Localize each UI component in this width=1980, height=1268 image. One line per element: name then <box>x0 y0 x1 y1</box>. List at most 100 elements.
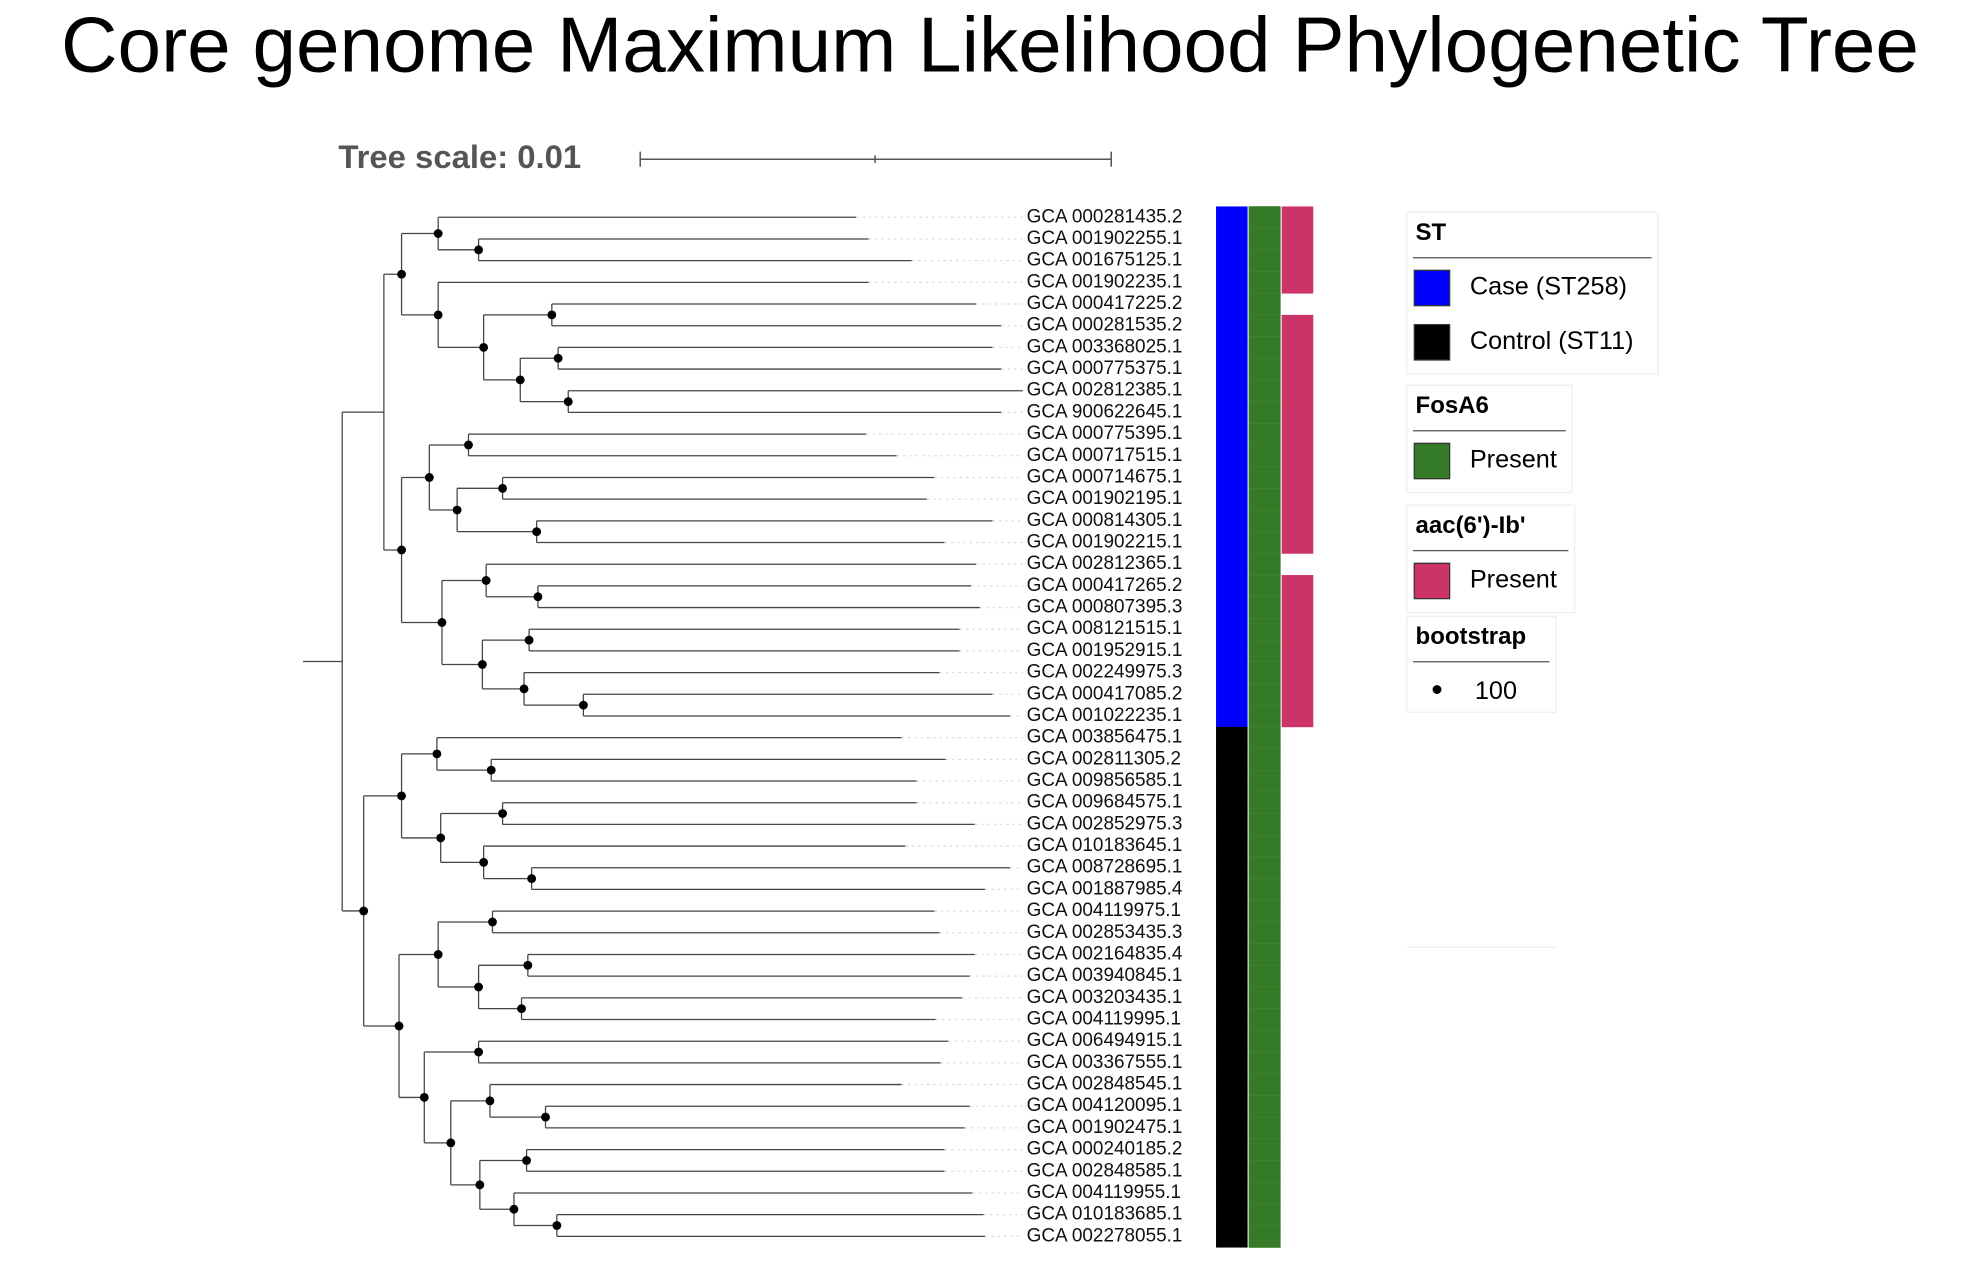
aac-cell <box>1281 683 1314 706</box>
strips <box>1216 206 1314 1248</box>
bootstrap-dots <box>359 229 588 1230</box>
fosa6-cell <box>1248 1203 1281 1227</box>
fosa6-cell <box>1248 965 1281 988</box>
fosa6-cell <box>1248 683 1281 706</box>
leaf-label: GCA 000714675.1 <box>1027 466 1183 487</box>
fosa6-cell <box>1248 336 1281 359</box>
leaf-label: GCA 002812385.1 <box>1027 380 1183 401</box>
st-cell <box>1216 640 1248 663</box>
aac-cell <box>1281 596 1314 619</box>
leaf-label: GCA 000775375.1 <box>1027 358 1183 379</box>
st-cell <box>1216 1225 1248 1248</box>
bootstrap-dot <box>433 229 443 238</box>
st-cell <box>1216 1138 1248 1161</box>
leaf-label: GCA 002848545.1 <box>1027 1074 1183 1095</box>
st-cell <box>1216 206 1248 229</box>
bootstrap-dot <box>547 310 557 320</box>
st-cell <box>1216 271 1248 294</box>
st-cell <box>1216 401 1248 424</box>
leaf-label: GCA 004120095.1 <box>1027 1095 1183 1116</box>
leaf-label: GCA 000417085.2 <box>1027 683 1183 704</box>
st-cell <box>1216 705 1248 728</box>
legend-item: Present <box>1470 446 1557 474</box>
bootstrap-dot <box>397 269 406 279</box>
st-cell <box>1216 249 1248 272</box>
leaf-label: GCA 000281435.2 <box>1027 206 1183 227</box>
aac-cell <box>1281 401 1314 424</box>
bootstrap-dot <box>486 765 496 775</box>
fosa6-cell <box>1248 1181 1281 1205</box>
legend-block: bootstrap 100 <box>1406 615 1557 713</box>
leaf-label: GCA 002249975.3 <box>1027 662 1183 683</box>
legend-item: Control (ST11) <box>1470 327 1634 355</box>
st-cell <box>1216 1030 1248 1053</box>
st-cell <box>1216 1073 1248 1096</box>
leaf-label: GCA 003203435.1 <box>1027 987 1183 1008</box>
leaf-label: GCA 003940845.1 <box>1027 965 1183 986</box>
fosa6-cell <box>1248 1138 1281 1162</box>
fosa6-cell <box>1248 1095 1281 1118</box>
st-cell <box>1216 466 1248 489</box>
fosa6-cell <box>1248 704 1281 728</box>
legend-frame <box>1406 615 1557 713</box>
st-cell <box>1216 835 1248 858</box>
fosa6-cell <box>1248 423 1281 446</box>
legend-title: ST <box>1416 219 1447 246</box>
st-cell <box>1216 358 1248 381</box>
aac-cell <box>1281 661 1314 684</box>
fosa6-cell <box>1248 1160 1281 1183</box>
fosa6-cell <box>1248 357 1281 381</box>
fosa6-cell <box>1248 618 1281 641</box>
st-cell <box>1216 1182 1248 1205</box>
leaf-label: GCA 002853435.3 <box>1027 922 1183 943</box>
fosa6-cell <box>1248 791 1281 815</box>
leaf-label: GCA 000807395.3 <box>1027 597 1183 618</box>
fosa6-cell <box>1248 900 1281 923</box>
legend-frame <box>1406 504 1576 614</box>
bootstrap-dot <box>397 791 406 801</box>
fosa6-cell <box>1248 444 1281 468</box>
st-cell <box>1216 423 1248 446</box>
leaf-label: GCA 009684575.1 <box>1027 792 1183 813</box>
st-cell <box>1216 770 1248 793</box>
bootstrap-dot <box>541 1112 550 1122</box>
bootstrap-dot <box>515 375 525 385</box>
leaf-label: GCA 900622645.1 <box>1027 401 1183 422</box>
fosa6-cell <box>1248 769 1281 793</box>
st-cell <box>1216 1160 1248 1183</box>
bootstrap-dot <box>485 1096 495 1106</box>
leaf-label: GCA 000717515.1 <box>1027 445 1183 466</box>
st-cell <box>1216 683 1248 706</box>
bootstrap-dot <box>397 545 406 555</box>
st-cell <box>1216 228 1248 251</box>
bootstrap-dot <box>553 353 563 363</box>
bootstrap-dot <box>522 1156 531 1165</box>
fosa6-cell <box>1248 531 1281 554</box>
legend-swatch <box>1413 269 1451 307</box>
st-cell <box>1216 1052 1248 1075</box>
bootstrap-dot <box>464 440 473 450</box>
leaf-label: GCA 000775395.1 <box>1027 423 1183 444</box>
bootstrap-dot <box>446 1138 456 1148</box>
leaf-label: GCA 003367555.1 <box>1027 1052 1183 1073</box>
bootstrap-dot <box>437 618 447 627</box>
fosa6-cell <box>1248 1051 1281 1075</box>
aac-cell <box>1281 488 1314 511</box>
leaf-label: GCA 010183645.1 <box>1027 835 1183 856</box>
st-cell <box>1216 379 1248 402</box>
leaf-label: GCA 001902215.1 <box>1027 532 1183 553</box>
st-cell <box>1216 791 1248 814</box>
bootstrap-dot <box>563 397 573 407</box>
bootstrap-dot <box>578 700 588 710</box>
st-cell <box>1216 336 1248 359</box>
leaf-label: GCA 002811305.2 <box>1027 748 1181 769</box>
st-cell <box>1216 531 1248 554</box>
leaf-label: GCA 002164835.4 <box>1027 943 1183 964</box>
leaf-label: GCA 002848585.1 <box>1027 1160 1183 1181</box>
st-cell <box>1216 509 1248 533</box>
fosa6-cell <box>1248 639 1281 663</box>
fosa6-cell <box>1248 227 1281 251</box>
leaf-label: GCA 000417225.2 <box>1027 293 1183 314</box>
